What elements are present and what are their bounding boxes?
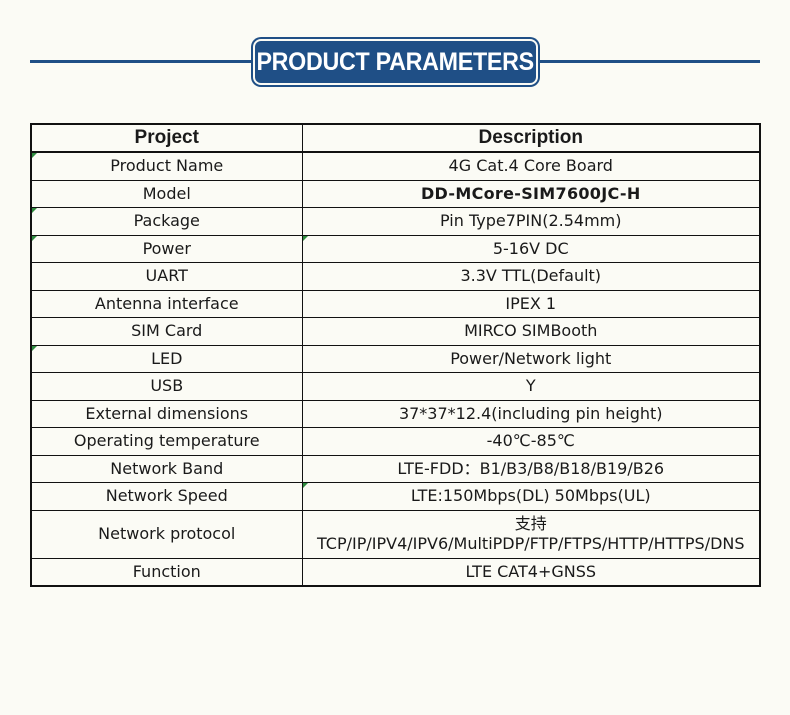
header-rule-left <box>30 60 260 63</box>
table-row: USB Y <box>30 372 761 401</box>
table-row: Network Speed LTE:150Mbps(DL) 50Mbps(UL) <box>30 482 761 511</box>
table-row: Package Pin Type7PIN(2.54mm) <box>30 207 761 236</box>
row-description: 3.3V TTL(Default) <box>301 262 761 291</box>
row-project: Model <box>30 179 303 208</box>
table-row: Product Name 4G Cat.4 Core Board <box>30 151 761 181</box>
table-row: SIM Card MIRCO SIMBooth <box>30 317 761 346</box>
row-description: LTE CAT4+GNSS <box>301 557 761 587</box>
table-row: Operating temperature -40℃-85℃ <box>30 427 761 456</box>
row-description: LTE:150Mbps(DL) 50Mbps(UL) <box>301 482 761 511</box>
row-description: 支持TCP/IP/IPV4/IPV6/MultiPDP/FTP/FTPS/HTT… <box>301 509 761 559</box>
table-row: Network Band LTE-FDD：B1/B3/B8/B18/B19/B2… <box>30 454 761 483</box>
table-header-row: Project Description <box>30 123 761 153</box>
row-project: Antenna interface <box>30 289 303 318</box>
row-project: LED <box>30 344 303 373</box>
row-project: SIM Card <box>30 317 303 346</box>
row-description: 5-16V DC <box>301 234 761 263</box>
row-project: Network Speed <box>30 482 303 511</box>
table-row: Network protocol 支持TCP/IP/IPV4/IPV6/Mult… <box>30 509 761 559</box>
row-description: 37*37*12.4(including pin height) <box>301 399 761 428</box>
table-row: UART 3.3V TTL(Default) <box>30 262 761 291</box>
row-project: USB <box>30 372 303 401</box>
row-project: External dimensions <box>30 399 303 428</box>
row-description: MIRCO SIMBooth <box>301 317 761 346</box>
table-row: LED Power/Network light <box>30 344 761 373</box>
row-project: Operating temperature <box>30 427 303 456</box>
parameters-table: Project Description Product Name 4G Cat.… <box>30 123 761 587</box>
header-rule-right <box>532 60 760 63</box>
row-description: 4G Cat.4 Core Board <box>301 151 761 181</box>
row-project: UART <box>30 262 303 291</box>
row-description: -40℃-85℃ <box>301 427 761 456</box>
table-row: Function LTE CAT4+GNSS <box>30 557 761 587</box>
table-row: External dimensions 37*37*12.4(including… <box>30 399 761 428</box>
row-project: Network Band <box>30 454 303 483</box>
page-title: PRODUCT PARAMETERS <box>256 47 535 76</box>
row-description: LTE-FDD：B1/B3/B8/B18/B19/B26 <box>301 454 761 483</box>
column-header-description: Description <box>301 123 761 153</box>
table-row: Model DD-MCore-SIM7600JC-H <box>30 179 761 208</box>
row-description: Y <box>301 372 761 401</box>
row-project: Function <box>30 557 303 587</box>
row-description: DD-MCore-SIM7600JC-H <box>301 179 761 208</box>
row-description: IPEX 1 <box>301 289 761 318</box>
row-project: Network protocol <box>30 509 303 559</box>
row-description: Pin Type7PIN(2.54mm) <box>301 207 761 236</box>
row-project: Power <box>30 234 303 263</box>
row-description: Power/Network light <box>301 344 761 373</box>
row-project: Product Name <box>30 151 303 181</box>
row-project: Package <box>30 207 303 236</box>
title-banner: PRODUCT PARAMETERS <box>255 41 536 83</box>
table-row: Antenna interface IPEX 1 <box>30 289 761 318</box>
table-row: Power 5-16V DC <box>30 234 761 263</box>
column-header-project: Project <box>30 123 303 153</box>
